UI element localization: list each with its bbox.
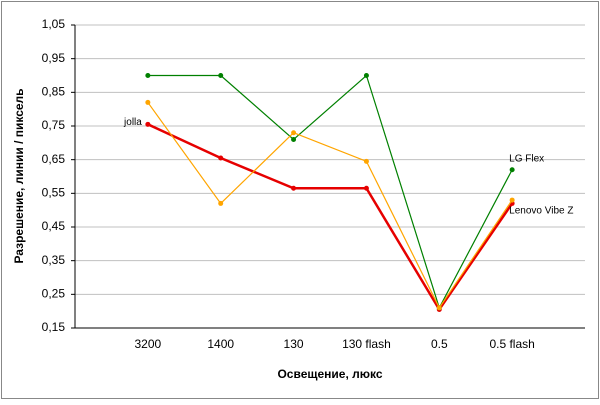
y-tick-label: 0,65 xyxy=(42,152,66,166)
y-tick-label: 0,85 xyxy=(42,85,66,99)
point xyxy=(145,121,151,127)
point xyxy=(145,99,151,105)
point xyxy=(291,185,297,191)
point xyxy=(363,158,369,164)
point xyxy=(436,305,442,311)
y-axis-label: Разрешение, линии / пиксель xyxy=(12,88,26,263)
series-label: Lenovo Vibe Z xyxy=(509,206,573,217)
x-tick-label: 1400 xyxy=(207,337,234,351)
series-label: jolla xyxy=(123,117,142,128)
y-tick-label: 0,35 xyxy=(42,253,66,267)
y-tick-label: 0,15 xyxy=(42,320,66,334)
x-tick-label: 3200 xyxy=(135,337,162,351)
chart-border xyxy=(1,1,599,399)
x-tick-label: 0.5 flash xyxy=(489,337,534,351)
series-label: LG Flex xyxy=(509,153,544,164)
series-line xyxy=(147,123,514,312)
point xyxy=(509,167,515,173)
point xyxy=(218,155,224,161)
y-tick-label: 0,45 xyxy=(42,219,66,233)
y-tick-label: 0,75 xyxy=(42,118,66,132)
point xyxy=(218,200,224,206)
point xyxy=(145,73,151,78)
y-tick-label: 0,25 xyxy=(42,287,66,301)
point xyxy=(218,73,224,78)
point xyxy=(363,73,369,78)
point xyxy=(509,197,515,203)
y-tick-label: 0,95 xyxy=(42,51,66,65)
x-axis-label: Освещение, люкс xyxy=(277,367,382,381)
series-line xyxy=(147,102,513,309)
series-line xyxy=(147,74,513,310)
y-tick-label: 0,55 xyxy=(42,186,66,200)
x-tick-label: 130 xyxy=(284,337,304,351)
point xyxy=(363,185,369,191)
point xyxy=(291,130,297,136)
y-tick-label: 1,05 xyxy=(42,17,66,31)
point xyxy=(291,136,297,142)
x-tick-label: 0.5 xyxy=(431,337,448,351)
x-tick-label: 130 flash xyxy=(342,337,391,351)
